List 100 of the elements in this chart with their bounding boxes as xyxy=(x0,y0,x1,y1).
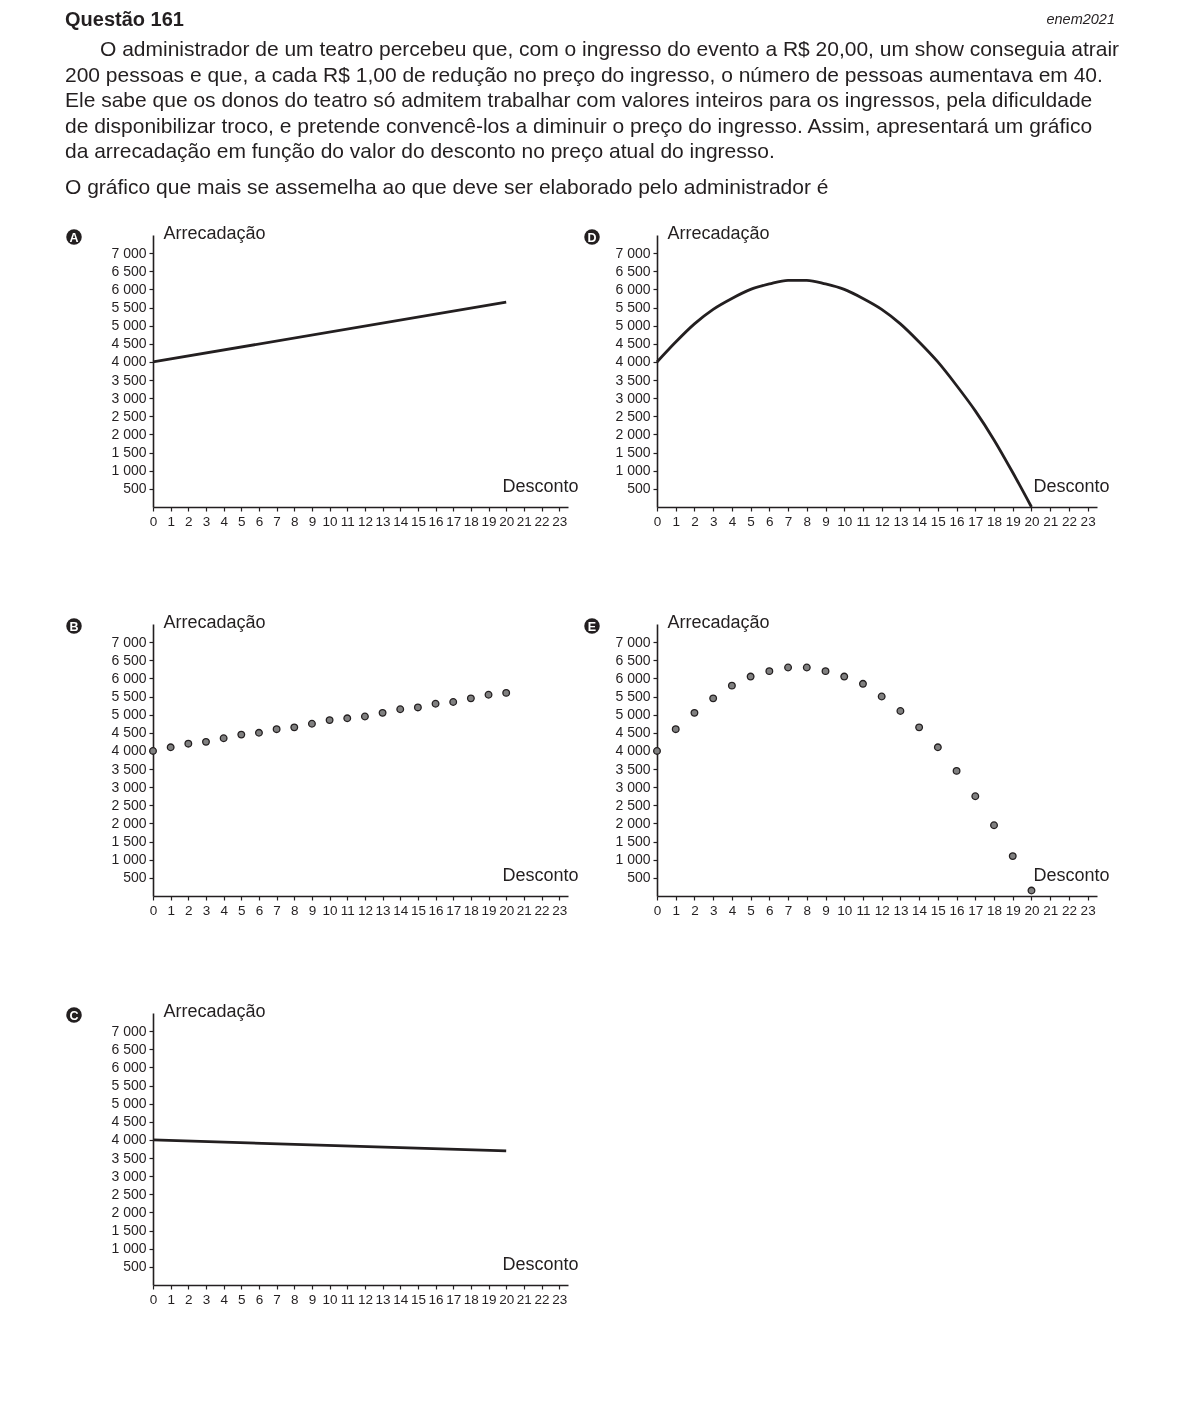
y-tick-label: 7 000 xyxy=(615,244,651,261)
x-tick-label: 11 xyxy=(340,513,355,529)
y-tick-label: 2 500 xyxy=(111,1185,147,1202)
x-tick-label: 0 xyxy=(149,902,158,918)
point xyxy=(858,679,867,688)
x-tick-label: 18 xyxy=(463,902,479,918)
y-tick-label: 4 500 xyxy=(111,724,147,741)
x-tick-label: 17 xyxy=(446,1291,462,1307)
x-tick-label: 4 xyxy=(220,902,229,918)
y-tick-label: 3 000 xyxy=(615,778,651,795)
x-tick-label: 16 xyxy=(428,902,444,918)
point xyxy=(149,746,157,755)
x-tick-label: 1 xyxy=(672,902,680,918)
y-tick-label: 5 000 xyxy=(111,1095,147,1112)
x-tick-label: 13 xyxy=(375,513,391,529)
x-tick-label: 21 xyxy=(516,1291,532,1307)
text: de disponibilizar troco, e pretende convencê-los a diminuir o preço do ingresso. Assim, apresentará um gráfico xyxy=(65,113,1093,137)
text: da arrecadação em função do valor do desconto no preço atual do ingresso. xyxy=(65,139,775,162)
text: O gráfico que mais se assemelha ao que deve ser elaborado pelo administrador é xyxy=(65,175,829,198)
point xyxy=(202,737,210,746)
x-tick-label: 16 xyxy=(428,1291,444,1307)
x-tick-label: 14 xyxy=(393,513,409,529)
x-tick-label: 8 xyxy=(291,513,299,529)
x-tick-label: 9 xyxy=(308,1291,317,1307)
y-tick-label: 1 000 xyxy=(615,462,651,479)
x-axis-title: Desconto xyxy=(1033,475,1110,496)
x-tick-label: 23 xyxy=(552,902,568,918)
x-tick-label: 2 xyxy=(691,902,699,918)
x-tick-label: 11 xyxy=(856,513,871,529)
x-tick-label: 4 xyxy=(728,513,737,529)
x-tick-label: 11 xyxy=(340,902,355,918)
x-tick-label: 16 xyxy=(949,902,965,918)
y-tick-label: 2 500 xyxy=(615,796,651,813)
point xyxy=(727,681,736,690)
y-tick-label: 2 000 xyxy=(615,425,651,442)
x-tick-label: 1 xyxy=(167,902,175,918)
x-tick-label: 15 xyxy=(930,902,946,918)
x-tick-label: 3 xyxy=(202,513,211,529)
x-tick-label: 2 xyxy=(185,902,193,918)
y-tick-label: 6 000 xyxy=(111,1058,147,1075)
x-tick-label: 8 xyxy=(291,902,299,918)
x-tick-label: 6 xyxy=(255,1291,264,1307)
x-tick-label: 19 xyxy=(481,513,497,529)
y-tick-label: 6 000 xyxy=(615,669,651,686)
point xyxy=(272,725,281,734)
x-tick-label: 14 xyxy=(912,902,928,918)
x-tick-label: 18 xyxy=(987,513,1003,529)
point xyxy=(840,672,849,681)
y-tick-label: 2 500 xyxy=(615,407,651,424)
point xyxy=(765,667,774,676)
point xyxy=(821,667,830,676)
text: O administrador de um teatro percebeu que, com o ingresso do evento a R$ 20,00, um show conseguia atrair xyxy=(100,37,1120,60)
y-axis-title: Arrecadação xyxy=(163,222,266,243)
x-tick-label: 0 xyxy=(653,513,662,529)
y-tick-label: 3 000 xyxy=(111,778,147,795)
point xyxy=(952,766,961,775)
x-tick-label: 16 xyxy=(949,513,965,529)
y-tick-label: 3 000 xyxy=(615,389,651,406)
y-tick-label: 6 500 xyxy=(615,651,651,668)
point xyxy=(802,663,811,672)
point xyxy=(896,707,905,715)
y-tick-label: 1 500 xyxy=(111,1222,147,1239)
x-tick-label: 18 xyxy=(987,902,1003,918)
point xyxy=(915,723,924,732)
x-tick-label: 2 xyxy=(185,1291,193,1307)
x-tick-label: 10 xyxy=(322,1291,338,1307)
y-tick-label: 3 500 xyxy=(111,760,147,777)
y-tick-label: 500 xyxy=(627,480,651,497)
x-tick-label: 3 xyxy=(202,902,211,918)
point xyxy=(671,725,680,734)
y-tick-label: 3 000 xyxy=(111,1167,147,1184)
y-tick-label: 2 500 xyxy=(111,796,147,813)
x-tick-label: 8 xyxy=(803,513,812,529)
y-tick-label: 4 500 xyxy=(111,335,147,352)
point xyxy=(360,712,369,721)
x-tick-label: 13 xyxy=(375,902,391,918)
chart-title: A xyxy=(69,230,79,245)
x-tick-label: 7 xyxy=(784,513,793,529)
x-tick-label: 12 xyxy=(357,513,373,529)
x-tick-label: 17 xyxy=(968,902,984,918)
point xyxy=(484,690,493,699)
y-axis-title: Arrecadação xyxy=(667,611,770,632)
x-tick-label: 0 xyxy=(149,513,158,529)
point xyxy=(378,708,387,717)
x-axis-title: Desconto xyxy=(502,1253,579,1274)
x-tick-label: 4 xyxy=(220,1291,229,1307)
x-tick-label: 19 xyxy=(481,902,497,918)
y-tick-label: 2 000 xyxy=(111,814,147,831)
x-tick-label: 5 xyxy=(238,1291,246,1307)
x-tick-label: 3 xyxy=(202,1291,211,1307)
x-tick-label: 17 xyxy=(446,513,462,529)
y-tick-label: 5 000 xyxy=(111,317,147,334)
chart-title: B xyxy=(69,619,79,634)
y-tick-label: 500 xyxy=(123,480,147,497)
x-tick-label: 10 xyxy=(322,902,338,918)
x-tick-label: 12 xyxy=(874,902,890,918)
point xyxy=(325,716,334,725)
point xyxy=(709,694,718,703)
x-tick-label: 6 xyxy=(766,513,774,529)
y-tick-label: 4 000 xyxy=(615,353,651,370)
